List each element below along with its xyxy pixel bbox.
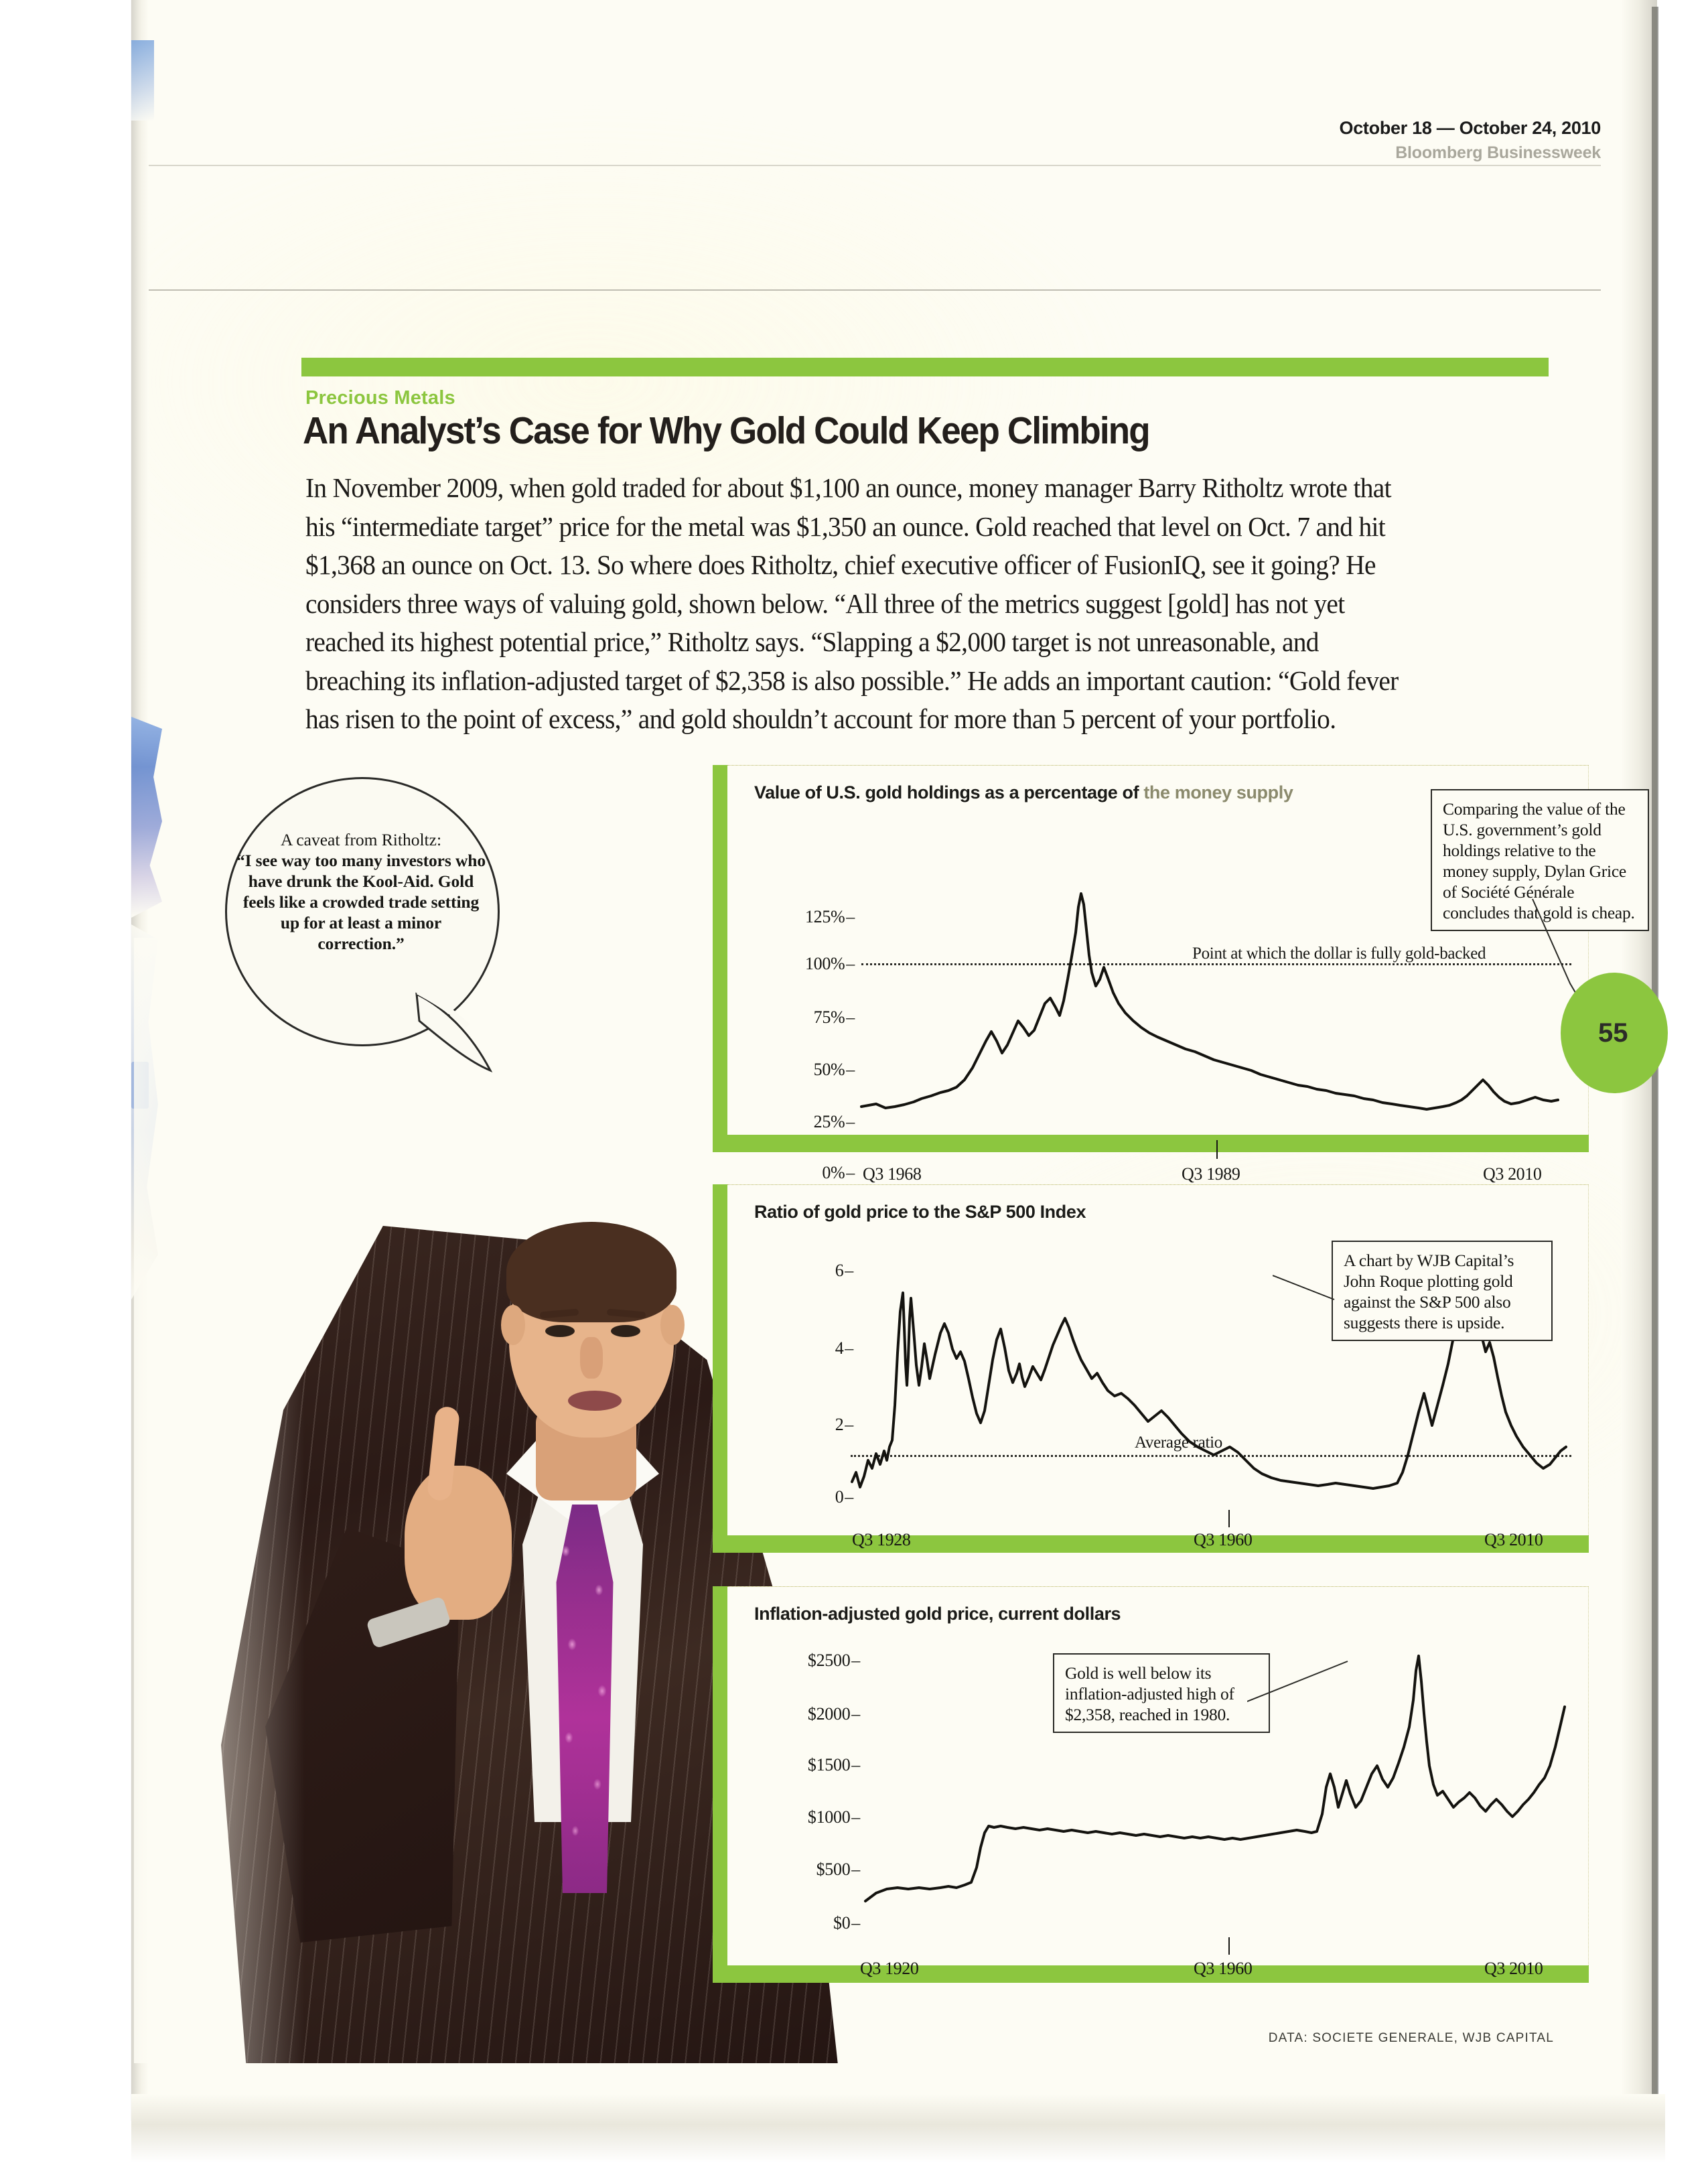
chart-line-3 bbox=[864, 1655, 1566, 1902]
page-number: 55 bbox=[1598, 1018, 1628, 1048]
issue-date: October 18 — October 24, 2010 bbox=[1339, 118, 1602, 138]
reference-line-gold-backed bbox=[861, 963, 1571, 965]
y-tick-2-0: 0 – bbox=[835, 1487, 854, 1507]
x-tick-3-start: Q3 1920 bbox=[860, 1959, 919, 1978]
y-tick-3-2500: $2500 – bbox=[807, 1651, 860, 1670]
x-tick-2-start: Q3 1928 bbox=[852, 1530, 911, 1549]
x-tickmark-2 bbox=[1228, 1510, 1230, 1527]
callout-leader-2 bbox=[1272, 1273, 1340, 1310]
y-tick-1-125: 125% – bbox=[804, 907, 855, 926]
chart-panel-sp500-ratio: Ratio of gold price to the S&P 500 Index… bbox=[713, 1184, 1589, 1553]
x-tick-3-end: Q3 2010 bbox=[1484, 1959, 1543, 1978]
data-source-credit: DATA: SOCIETE GENERALE, WJB CAPITAL bbox=[1268, 2031, 1554, 2045]
section-kicker: Precious Metals bbox=[305, 387, 455, 409]
x-tick-1-mid: Q3 1989 bbox=[1182, 1164, 1240, 1184]
bubble-tail bbox=[415, 991, 502, 1077]
section-rule bbox=[149, 289, 1601, 291]
x-tick-2-mid: Q3 1960 bbox=[1194, 1530, 1253, 1549]
y-tick-1-100: 100% – bbox=[804, 954, 855, 973]
y-tick-1-0: 0% – bbox=[822, 1163, 855, 1182]
y-tick-3-2000: $2000 – bbox=[807, 1704, 860, 1724]
y-tick-3-1000: $1000 – bbox=[807, 1807, 860, 1827]
callout-sp500-ratio: A chart by WJB Capi­tal’s John Roque plo… bbox=[1332, 1241, 1553, 1341]
y-tick-1-50: 50% – bbox=[813, 1060, 855, 1079]
x-tick-2-end: Q3 2010 bbox=[1484, 1530, 1543, 1549]
scan-edge-bottom bbox=[131, 2094, 1665, 2163]
chart-title-2: Ratio of gold price to the S&P 500 Index bbox=[754, 1202, 1086, 1222]
x-tickmark-3 bbox=[1228, 1937, 1230, 1955]
y-tick-2-4: 4 – bbox=[835, 1338, 854, 1358]
y-tick-2-6: 6 – bbox=[835, 1261, 854, 1280]
y-tick-1-25: 25% – bbox=[813, 1112, 855, 1131]
y-tick-3-500: $500 – bbox=[816, 1860, 861, 1879]
page-title: An Analyst’s Case for Why Gold Could Kee… bbox=[303, 409, 1151, 452]
chart-line-2 bbox=[851, 1265, 1567, 1490]
x-tick-1-end: Q3 2010 bbox=[1483, 1164, 1542, 1184]
callout-money-supply: Comparing the value of the U.S. govern­m… bbox=[1431, 789, 1649, 931]
page-number-blob bbox=[1561, 973, 1668, 1093]
reference-line-label: Point at which the dollar is fully gold-… bbox=[1192, 945, 1486, 963]
chart-panel-inflation-adjusted: Inflation-adjusted gold price, current d… bbox=[713, 1586, 1589, 1983]
article-body-text: In November 2009, when gold traded for a… bbox=[305, 472, 1399, 734]
pull-quote-body: “I see way too many investors who have d… bbox=[236, 851, 486, 953]
pull-quote-text: A caveat from Ritholtz: “I see way too m… bbox=[236, 829, 486, 954]
callout-leader-3 bbox=[1247, 1657, 1354, 1714]
chart-line-1 bbox=[860, 892, 1559, 1111]
average-ratio-label: Average ratio bbox=[1128, 1434, 1229, 1452]
scan-background-right bbox=[1657, 0, 1708, 2163]
reference-line-average-ratio bbox=[851, 1455, 1571, 1457]
callout-inflation-adjusted: Gold is well below its inflation-adjuste… bbox=[1053, 1653, 1270, 1733]
pull-quote-lead: A caveat from Ritholtz: bbox=[280, 830, 442, 849]
x-tickmark-1 bbox=[1216, 1140, 1218, 1159]
y-tick-1-75: 75% – bbox=[813, 1007, 855, 1027]
chart-title-1: Value of U.S. gold holdings as a percent… bbox=[754, 782, 1293, 803]
publication-name: Bloomberg Businessweek bbox=[1395, 143, 1601, 162]
x-tick-1-start: Q3 1968 bbox=[863, 1164, 922, 1184]
paper-tear-top bbox=[131, 40, 154, 121]
x-tick-3-mid: Q3 1960 bbox=[1194, 1959, 1253, 1978]
y-tick-2-2: 2 – bbox=[835, 1415, 854, 1434]
y-tick-3-1500: $1500 – bbox=[807, 1755, 860, 1774]
pull-quote-bubble bbox=[225, 777, 500, 1046]
chart-title-3: Inflation-adjusted gold price, current d… bbox=[754, 1604, 1121, 1624]
masthead-rule bbox=[149, 165, 1601, 166]
y-tick-3-0: $0 – bbox=[833, 1913, 860, 1933]
accent-bar bbox=[301, 358, 1549, 376]
